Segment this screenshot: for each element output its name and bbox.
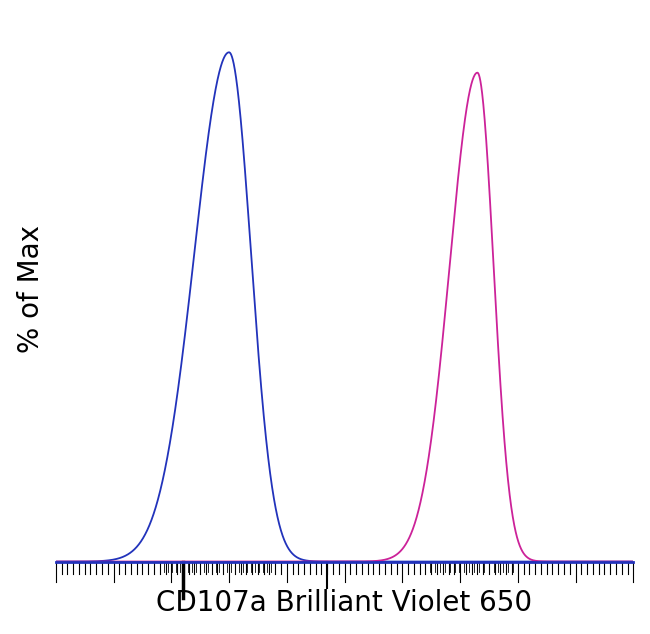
X-axis label: CD107a Brilliant Violet 650: CD107a Brilliant Violet 650 [157, 590, 532, 618]
Y-axis label: % of Max: % of Max [17, 225, 45, 353]
